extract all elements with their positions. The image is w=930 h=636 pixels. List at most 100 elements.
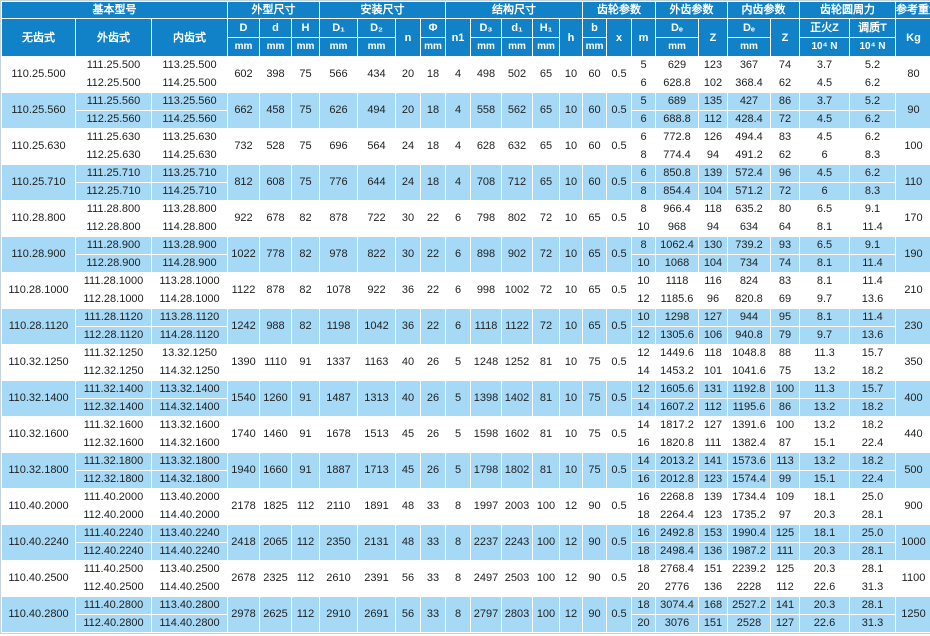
cell-Z-internal: 69 <box>770 290 800 309</box>
cell-De-external: 3074.4 <box>655 596 699 615</box>
cell-x: 0.5 <box>606 524 632 561</box>
cell-H: 112 <box>291 596 320 633</box>
cell-tempered-force: 6.2 <box>849 74 896 93</box>
cell-internal-model: 13.32.1250 <box>151 344 228 363</box>
cell-m: 16 <box>631 470 656 489</box>
unit-mm: mm <box>470 37 502 57</box>
cell-m: 14 <box>631 452 656 471</box>
cell-normalized-force: 9.7 <box>799 326 850 345</box>
cell-normalized-force: 8.1 <box>799 308 850 327</box>
cell-d1: 902 <box>501 236 533 273</box>
cell-m: 16 <box>631 488 656 507</box>
cell-D3: 628 <box>470 128 502 165</box>
cell-tempered-force: 13.6 <box>849 290 896 309</box>
cell-D: 2978 <box>227 596 260 633</box>
cell-external-model: 111.40.2500 <box>75 560 152 579</box>
cell-Z-external: 127 <box>698 308 728 327</box>
cell-tempered-force: 15.7 <box>849 380 896 399</box>
cell-normalized-force: 15.1 <box>799 470 850 489</box>
cell-d1: 1802 <box>501 452 533 489</box>
cell-m: 10 <box>631 254 656 273</box>
cell-weight: 100 <box>895 128 930 165</box>
cell-internal-model: 113.28.800 <box>151 200 228 219</box>
cell-Z-external: 96 <box>698 290 728 309</box>
cell-H: 82 <box>291 236 320 273</box>
cell-De-internal: 635.2 <box>727 200 771 219</box>
cell-Z-internal: 83 <box>770 272 800 291</box>
cell-D: 2418 <box>227 524 260 561</box>
cell-D2: 1163 <box>357 344 396 381</box>
cell-De-internal: 1391.6 <box>727 416 771 435</box>
cell-De-external: 688.8 <box>655 110 699 129</box>
cell-De-external: 2012.8 <box>655 470 699 489</box>
cell-phi: 18 <box>420 92 446 129</box>
cell-D2: 564 <box>357 128 396 165</box>
cell-H: 91 <box>291 452 320 489</box>
cell-Z-external: 139 <box>698 164 728 183</box>
cell-H: 82 <box>291 308 320 345</box>
cell-Z-internal: 95 <box>770 308 800 327</box>
cell-Z-external: 94 <box>698 218 728 237</box>
cell-Z-internal: 100 <box>770 416 800 435</box>
table-header: 基本型号 外型尺寸 安装尺寸 结构尺寸 齿轮参数 外齿参数 内齿参数 齿轮圆周力… <box>1 1 930 57</box>
cell-d: 2325 <box>259 560 292 597</box>
cell-tempered-force: 6.2 <box>849 110 896 129</box>
cell-De-external: 772.8 <box>655 128 699 147</box>
cell-internal-model: 113.40.2800 <box>151 596 228 615</box>
table-row: 112.28.900 114.28.900 10 1068 104 734 74 8.1 11.… <box>2 254 930 273</box>
col-header-H: H <box>291 18 320 38</box>
cell-D: 662 <box>227 92 260 129</box>
cell-h: 10 <box>559 308 583 345</box>
cell-n: 45 <box>395 416 421 453</box>
cell-H: 91 <box>291 380 320 417</box>
cell-m: 18 <box>631 560 656 579</box>
cell-Z-external: 116 <box>698 272 728 291</box>
cell-n: 40 <box>395 344 421 381</box>
cell-Z-external: 123 <box>698 506 728 525</box>
cell-Z-external: 118 <box>698 344 728 363</box>
cell-De-internal: 1195.6 <box>727 398 771 417</box>
cell-H: 82 <box>291 272 320 309</box>
cell-Z-external: 151 <box>698 614 728 633</box>
cell-D2: 1513 <box>357 416 396 453</box>
cell-tempered-force: 28.1 <box>849 596 896 615</box>
cell-base-model: 110.28.800 <box>1 200 76 237</box>
cell-Z-external: 123 <box>698 56 728 75</box>
cell-Z-internal: 100 <box>770 380 800 399</box>
cell-n1: 4 <box>445 56 471 93</box>
header-group-mounting-dimensions: 安装尺寸 <box>319 1 446 19</box>
header-group-outline-dimensions: 外型尺寸 <box>227 1 320 19</box>
cell-d: 1260 <box>259 380 292 417</box>
cell-normalized-force: 18.1 <box>799 488 850 507</box>
cell-D1: 1487 <box>319 380 358 417</box>
cell-m: 10 <box>631 308 656 327</box>
cell-b: 65 <box>582 200 607 237</box>
cell-x: 0.5 <box>606 596 632 633</box>
cell-D3: 1398 <box>470 380 502 417</box>
cell-external-model: 111.32.1400 <box>75 380 152 399</box>
cell-n: 20 <box>395 92 421 129</box>
cell-external-model: 111.28.1120 <box>75 308 152 327</box>
cell-D2: 1042 <box>357 308 396 345</box>
cell-h: 10 <box>559 452 583 489</box>
unit-mm: mm <box>291 37 320 57</box>
cell-normalized-force: 13.2 <box>799 362 850 381</box>
cell-tempered-force: 22.4 <box>849 470 896 489</box>
table-body: 110.25.500 111.25.500 113.25.500 602 398 75 56… <box>1 56 930 633</box>
col-header-D1: D₁ <box>319 18 358 38</box>
cell-normalized-force: 18.1 <box>799 524 850 543</box>
cell-tempered-force: 18.2 <box>849 398 896 417</box>
cell-H: 91 <box>291 344 320 381</box>
cell-tempered-force: 5.2 <box>849 92 896 111</box>
col-header-h: h <box>559 18 583 57</box>
cell-Z-external: 118 <box>698 200 728 219</box>
cell-x: 0.5 <box>606 272 632 309</box>
cell-internal-model: 113.32.1400 <box>151 380 228 399</box>
cell-n1: 6 <box>445 236 471 273</box>
cell-Z-external: 139 <box>698 488 728 507</box>
cell-normalized-force: 6.5 <box>799 200 850 219</box>
cell-De-internal: 367 <box>727 56 771 75</box>
header-group-internal-gear-parameters: 内齿参数 <box>727 1 800 19</box>
col-header-d: d <box>259 18 292 38</box>
table-row: 110.40.2500 111.40.2500 113.40.2500 2678 232… <box>1 560 930 597</box>
